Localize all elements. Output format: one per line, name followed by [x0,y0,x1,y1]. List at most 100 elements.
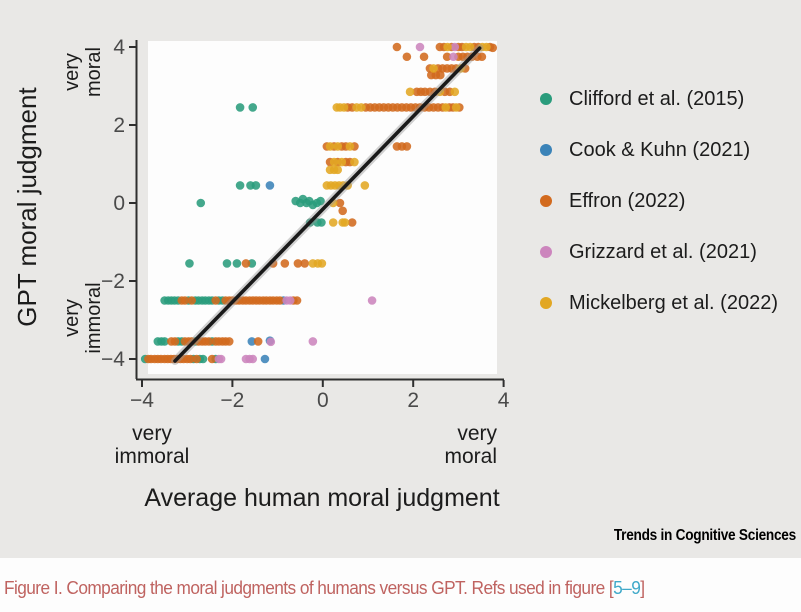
journal-logo: Trends in Cognitive Sciences [613,527,796,544]
legend-label: Clifford et al. (2015) [569,87,745,110]
data-point-effron-2022 [187,296,197,305]
legend: Clifford et al. (2015) Cook & Kuhn (2021… [540,86,800,341]
legend-dot-icon [540,297,552,309]
data-point-grizzard-et-al-2021 [216,354,226,364]
data-point-grizzard-et-al-2021 [367,296,377,305]
data-point-clifford-et-al-2015 [232,259,242,268]
x-anchor-very-right: very [457,422,497,445]
data-point-grizzard-et-al-2021 [450,42,460,52]
data-point-mickelberg-et-al-2022 [443,42,452,52]
data-point-clifford-et-al-2015 [198,354,208,364]
y-anchor-very-top: very [61,53,83,91]
data-point-clifford-et-al-2015 [251,181,261,190]
x-axis-title: Average human moral judgment [144,484,499,512]
data-point-effron-2022 [442,52,452,62]
y-tick-label: 4 [113,36,125,59]
data-point-clifford-et-al-2015 [196,198,206,208]
data-point-mickelberg-et-al-2022 [333,165,343,175]
data-point-grizzard-et-al-2021 [285,296,295,305]
data-point-mickelberg-et-al-2022 [450,87,460,97]
caption-suffix-text: ] [640,578,645,598]
data-point-mickelberg-et-al-2022 [340,218,350,227]
x-tick-label: −4 [130,389,154,412]
data-point-cook-kuhn-2021 [265,181,275,190]
data-point-effron-2022 [488,43,498,53]
legend-dot-icon [540,246,552,258]
y-tick-label: −2 [101,270,125,293]
data-point-effron-2022 [402,52,412,62]
data-point-mickelberg-et-al-2022 [350,157,359,167]
data-point-effron-2022 [292,296,302,305]
data-point-effron-2022 [211,296,220,305]
data-point-effron-2022 [170,337,180,346]
legend-label: Cook & Kuhn (2021) [569,138,751,161]
data-point-mickelberg-et-al-2022 [441,103,451,112]
legend-item: Cook & Kuhn (2021) [540,137,800,163]
legend-label: Effron (2022) [569,189,686,212]
data-point-mickelberg-et-al-2022 [337,157,347,167]
figure-caption: Figure I. Comparing the moral judgments … [0,558,801,612]
data-point-mickelberg-et-al-2022 [317,259,327,268]
data-point-effron-2022 [180,296,190,305]
legend-item: Effron (2022) [540,188,800,214]
y-tick-label: −4 [101,348,125,371]
data-point-effron-2022 [253,337,263,346]
data-point-effron-2022 [392,42,402,52]
data-point-effron-2022 [419,52,429,62]
data-point-grizzard-et-al-2021 [266,337,276,347]
trend-line [173,46,482,363]
legend-dot-icon [540,93,552,105]
x-anchor-immoral-left: immoral [115,445,190,468]
legend-label: Mickelberg et al. (2022) [569,291,778,314]
data-point-grizzard-et-al-2021 [449,52,458,62]
data-point-mickelberg-et-al-2022 [339,103,349,112]
data-point-mickelberg-et-al-2022 [325,142,335,151]
data-point-effron-2022 [338,206,347,216]
data-point-mickelberg-et-al-2022 [360,181,370,190]
legend-dot-icon [540,144,552,156]
data-point-clifford-et-al-2015 [317,218,326,227]
legend-dot-icon [540,195,552,207]
data-point-effron-2022 [186,354,195,364]
data-point-effron-2022 [436,70,445,80]
data-point-effron-2022 [477,52,487,62]
data-point-mickelberg-et-al-2022 [405,87,415,97]
legend-item: Grizzard et al. (2021) [540,239,800,265]
data-point-mickelberg-et-al-2022 [482,42,491,52]
legend-label: Grizzard et al. (2021) [569,240,757,263]
x-tick-label: −2 [220,389,244,412]
data-point-clifford-et-al-2015 [160,337,169,346]
y-tick-label: 2 [113,114,125,137]
data-point-effron-2022 [241,259,251,268]
data-point-cook-kuhn-2021 [260,354,270,364]
figure-panel: 4 2 0 −2 −4 −4 −2 0 2 4 very moral very immoral GPT mo… [0,0,801,558]
data-point-clifford-et-al-2015 [235,103,245,112]
data-point-effron-2022 [402,142,412,151]
data-point-mickelberg-et-al-2022 [333,142,343,151]
data-point-clifford-et-al-2015 [248,103,258,112]
data-point-effron-2022 [224,337,234,346]
data-point-mickelberg-et-al-2022 [356,103,366,112]
data-point-effron-2022 [335,198,345,208]
legend-item: Mickelberg et al. (2022) [540,290,800,316]
data-point-clifford-et-al-2015 [235,181,245,190]
data-point-effron-2022 [347,218,357,227]
data-point-mickelberg-et-al-2022 [429,64,438,73]
data-point-effron-2022 [207,354,217,364]
data-point-effron-2022 [275,296,285,305]
data-point-effron-2022 [204,337,214,346]
legend-item: Clifford et al. (2015) [540,86,800,112]
x-tick-label: 0 [317,389,329,412]
data-point-mickelberg-et-al-2022 [451,103,461,112]
data-point-grizzard-et-al-2021 [415,42,425,52]
y-anchor-very-bottom: very [61,299,83,337]
data-point-grizzard-et-al-2021 [248,354,258,364]
x-anchor-very-left: very [132,422,172,445]
x-tick-label: 2 [407,389,419,412]
data-point-effron-2022 [280,259,290,268]
data-point-cook-kuhn-2021 [247,337,257,346]
data-point-mickelberg-et-al-2022 [328,218,338,227]
y-axis-title: GPT moral judgment [12,87,42,327]
caption-reference-link[interactable]: 5–9 [613,578,641,598]
